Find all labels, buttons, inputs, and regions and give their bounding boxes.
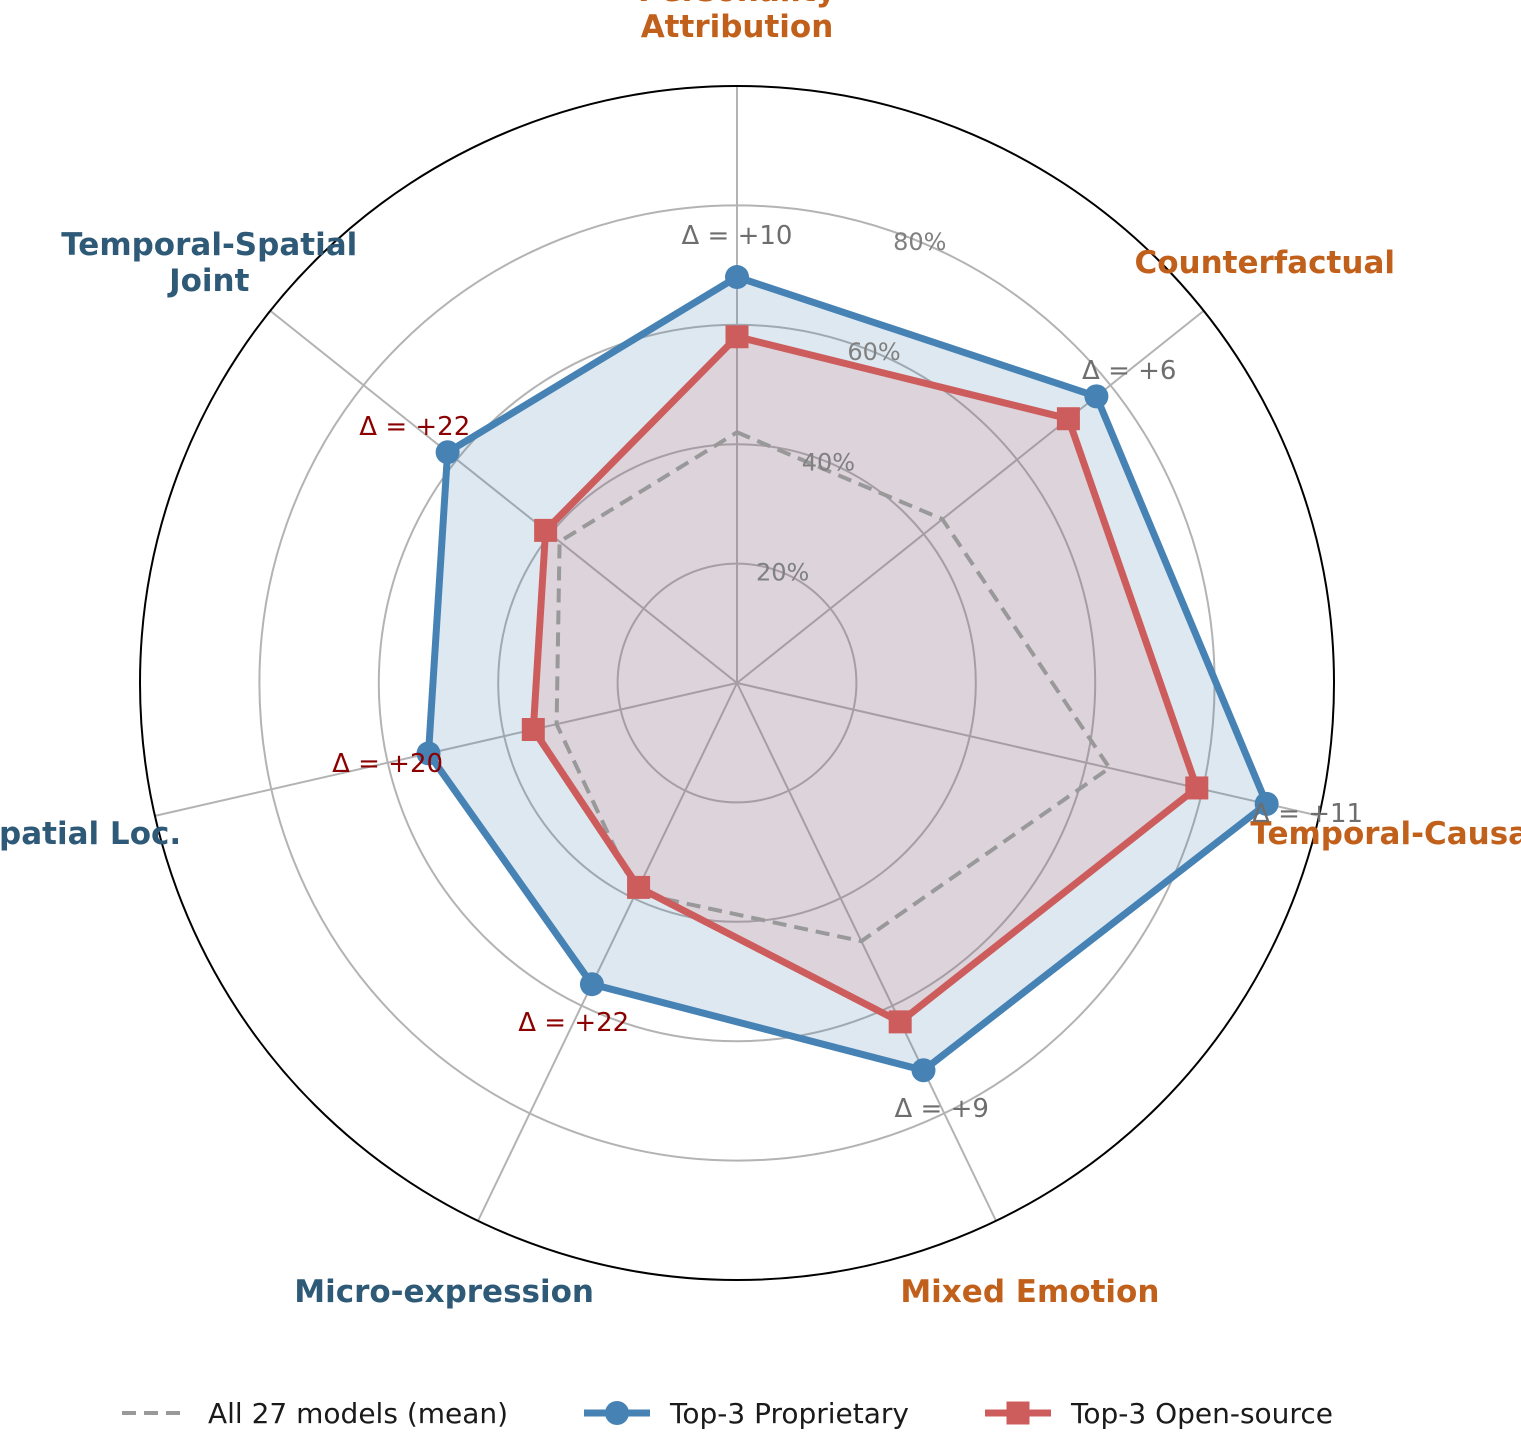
- axis-label: Mixed Emotion: [900, 1274, 1159, 1310]
- proprietary-point: [1254, 791, 1279, 816]
- axis-label-line: Personality: [638, 0, 836, 9]
- proprietary-point: [416, 741, 441, 766]
- open-source-point: [534, 518, 558, 542]
- mean-line: [554, 430, 1113, 944]
- legend-marker: [605, 1401, 629, 1425]
- axis-spoke: [154, 682, 738, 817]
- axis-label-line: Mixed Emotion: [900, 1274, 1159, 1310]
- open-source-area: [533, 336, 1197, 1022]
- open-source-line: [529, 333, 1201, 1026]
- legend-marker: [1006, 1401, 1030, 1425]
- open-source-point: [521, 717, 545, 741]
- axis-label: Temporal-Causal: [1250, 816, 1521, 852]
- proprietary-point: [1084, 384, 1109, 409]
- axis-label-line: Temporal-Causal: [1250, 816, 1521, 852]
- tick-label: 20%: [756, 559, 809, 587]
- delta-label: Δ = +22: [518, 1008, 629, 1038]
- axis-label-line: Spatial Loc.: [0, 816, 181, 852]
- proprietary-point: [579, 972, 604, 997]
- axis-spoke: [736, 682, 997, 1222]
- legend-item: Top-3 Open-source: [985, 1397, 1333, 1430]
- axis-label-line: Micro-expression: [294, 1274, 594, 1310]
- axis-spoke: [477, 682, 738, 1222]
- open-source-point: [1056, 407, 1080, 431]
- delta-label: Δ = +6: [1082, 356, 1176, 386]
- axis-label: PersonalityAttribution: [638, 0, 836, 45]
- delta-label: Δ = +9: [895, 1094, 989, 1124]
- axis-label-line: Temporal-Spatial: [61, 227, 357, 263]
- tick-label: 60%: [847, 338, 900, 366]
- axis-spoke: [736, 309, 1205, 684]
- legend-label: Top-3 Proprietary: [669, 1397, 909, 1430]
- axis-spoke: [736, 682, 1320, 817]
- proprietary-line: [425, 273, 1271, 1074]
- axis-label-line: Joint: [167, 263, 250, 299]
- delta-label: Δ = +10: [682, 221, 793, 251]
- text-layer: 20% 40% 60% 80% PersonalityAttribution Counte…: [0, 0, 1521, 1310]
- axis-label-line: Counterfactual: [1134, 245, 1395, 281]
- open-source-point: [1185, 776, 1209, 800]
- proprietary-point: [725, 265, 749, 290]
- series-layer: [416, 265, 1279, 1083]
- legend-label: All 27 models (mean): [208, 1397, 508, 1430]
- axis-label: Spatial Loc.: [0, 816, 181, 852]
- tick-label: 40%: [802, 448, 855, 476]
- delta-label: Δ = +11: [1252, 799, 1363, 829]
- legend-item: All 27 models (mean): [122, 1397, 508, 1430]
- open-source-point: [888, 1010, 912, 1034]
- proprietary-point: [435, 440, 460, 465]
- axis-label-line: Attribution: [641, 9, 834, 45]
- open-source-point: [725, 325, 749, 349]
- axis-label: Counterfactual: [1134, 245, 1395, 281]
- proprietary-point: [911, 1058, 936, 1083]
- outer-frame: [139, 85, 1335, 1281]
- axis-spoke: [269, 309, 738, 684]
- delta-label: Δ = +22: [359, 412, 470, 442]
- tick-label: 80%: [893, 228, 946, 256]
- axis-label: Micro-expression: [294, 1274, 594, 1310]
- legend: All 27 models (mean) Top-3 Proprietary Top…: [122, 1397, 1333, 1430]
- delta-label: Δ = +20: [332, 749, 443, 779]
- axis-label: Temporal-Spatial Joint: [61, 227, 357, 299]
- legend-item: Top-3 Proprietary: [584, 1397, 909, 1430]
- open-source-point: [627, 875, 651, 899]
- legend-label: Top-3 Open-source: [1070, 1397, 1333, 1430]
- proprietary-area: [428, 277, 1267, 1071]
